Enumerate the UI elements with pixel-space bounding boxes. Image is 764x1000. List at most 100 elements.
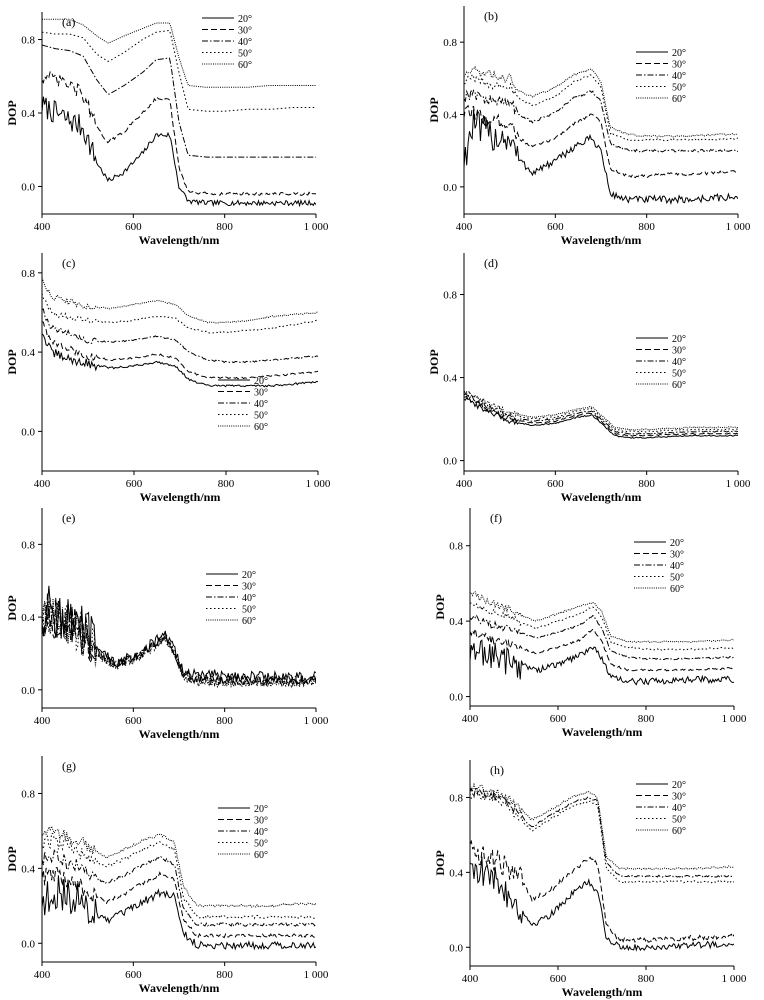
series-line-2 <box>464 393 738 435</box>
x-tick-label: 400 <box>34 221 51 233</box>
series-line-4 <box>42 824 316 908</box>
legend-label: 40° <box>238 37 252 48</box>
y-axis-label: DOP <box>433 850 447 875</box>
y-tick-label: 0.4 <box>443 373 457 385</box>
legend-label: 30° <box>670 550 684 561</box>
chart-panel-0: 400 600 800 1 000 0.0 0.4 0.8 Wavelength/nm DOP (… <box>5 12 329 247</box>
y-tick-label: 0.0 <box>21 685 35 697</box>
series-line-3 <box>42 832 316 920</box>
y-tick-label: 0.4 <box>21 863 35 875</box>
series-line-2 <box>42 849 316 928</box>
legend-label: 60° <box>670 584 684 595</box>
legend: 20°30°40°50°60° <box>636 780 686 837</box>
x-tick-label: 600 <box>125 715 142 727</box>
y-tick-label: 0.0 <box>21 938 35 950</box>
legend-label: 30° <box>254 388 268 399</box>
series-line-3 <box>42 293 318 334</box>
legend-label: 60° <box>672 380 686 391</box>
x-tick-label: 600 <box>125 969 142 981</box>
series-line-0 <box>42 333 318 388</box>
legend-label: 60° <box>672 94 686 105</box>
legend-label: 50° <box>670 573 684 584</box>
x-tick-label: 400 <box>462 713 479 725</box>
x-tick-label: 800 <box>216 715 233 727</box>
legend: 20°30°40°50°60° <box>634 538 684 595</box>
y-tick-label: 0.0 <box>443 182 457 194</box>
legend-label: 40° <box>670 561 684 572</box>
series-line-4 <box>470 591 734 644</box>
panel-label: (c) <box>62 256 75 270</box>
y-axis-label: DOP <box>433 594 447 619</box>
x-tick-label: 1 000 <box>726 478 751 490</box>
x-tick-label: 600 <box>550 713 567 725</box>
y-tick-label: 0.4 <box>21 108 35 120</box>
series-line-4 <box>42 277 318 324</box>
legend-label: 40° <box>672 357 686 368</box>
legend-label: 40° <box>254 827 268 838</box>
legend-label: 60° <box>242 616 256 627</box>
y-tick-label: 0.0 <box>21 181 35 193</box>
x-tick-label: 1 000 <box>304 221 329 233</box>
legend-label: 60° <box>254 850 268 861</box>
legend-label: 40° <box>254 399 268 410</box>
legend-label: 50° <box>672 83 686 94</box>
series-line-1 <box>42 71 316 197</box>
series-line-1 <box>470 839 734 944</box>
chart-panel-5: 400 600 800 1 000 0.0 0.4 0.8 Wavelength/nm DOP (… <box>433 508 747 739</box>
series-line-3 <box>464 390 738 433</box>
panel-label: (b) <box>484 9 498 23</box>
x-tick-label: 800 <box>638 221 655 233</box>
y-tick-label: 0.0 <box>443 456 457 468</box>
y-tick-label: 0.8 <box>443 37 457 49</box>
y-tick-label: 0.8 <box>21 35 35 47</box>
legend-label: 20° <box>238 14 252 25</box>
legend-label: 20° <box>672 780 686 791</box>
x-tick-label: 600 <box>125 221 142 233</box>
x-tick-label: 400 <box>34 715 51 727</box>
series-line-0 <box>470 856 734 952</box>
series-line-4 <box>464 65 738 138</box>
x-axis-label: Wavelength/nm <box>140 490 221 504</box>
panel-label: (h) <box>490 763 504 777</box>
x-tick-label: 800 <box>218 478 235 490</box>
y-axis-label: DOP <box>5 595 19 620</box>
x-tick-label: 600 <box>550 973 567 985</box>
x-tick-label: 800 <box>216 221 233 233</box>
legend-label: 50° <box>238 49 252 60</box>
chart-panel-1: 400 600 800 1 000 0.0 0.4 0.8 Wavelength/nm DOP (… <box>427 6 751 247</box>
legend-label: 30° <box>238 26 252 37</box>
series-line-4 <box>42 598 316 689</box>
x-tick-label: 800 <box>638 713 655 725</box>
y-tick-label: 0.8 <box>21 539 35 551</box>
x-axis-label: Wavelength/nm <box>561 490 642 504</box>
x-tick-label: 800 <box>216 969 233 981</box>
y-tick-label: 0.4 <box>449 867 463 879</box>
legend-label: 30° <box>242 582 256 593</box>
legend-label: 60° <box>672 826 686 837</box>
y-tick-label: 0.0 <box>449 942 463 954</box>
y-tick-label: 0.8 <box>443 290 457 302</box>
x-tick-label: 600 <box>547 221 564 233</box>
chart-panel-4: 400 600 800 1 000 0.0 0.4 0.8 Wavelength/nm DOP (… <box>5 508 329 741</box>
x-tick-label: 1 000 <box>722 973 747 985</box>
legend: 20°30°40°50°60° <box>206 570 256 627</box>
legend-label: 50° <box>672 815 686 826</box>
x-tick-label: 1 000 <box>304 969 329 981</box>
y-axis-label: DOP <box>427 97 441 122</box>
y-tick-label: 0.0 <box>21 426 35 438</box>
x-tick-label: 1 000 <box>306 478 331 490</box>
series-line-4 <box>470 782 734 871</box>
legend: 20°30°40°50°60° <box>202 14 252 71</box>
legend-label: 20° <box>254 804 268 815</box>
legend-label: 20° <box>670 538 684 549</box>
series-line-2 <box>464 89 738 153</box>
legend-label: 50° <box>254 411 268 422</box>
legend-label: 20° <box>672 334 686 345</box>
chart-panel-6: 400 600 800 1 000 0.0 0.4 0.8 Wavelength/nm DOP (… <box>5 756 329 995</box>
legend: 20°30°40°50°60° <box>218 804 268 861</box>
panel-label: (f) <box>490 511 502 525</box>
series-line-2 <box>470 787 734 878</box>
series-line-1 <box>464 104 738 179</box>
y-tick-label: 0.8 <box>21 268 35 280</box>
